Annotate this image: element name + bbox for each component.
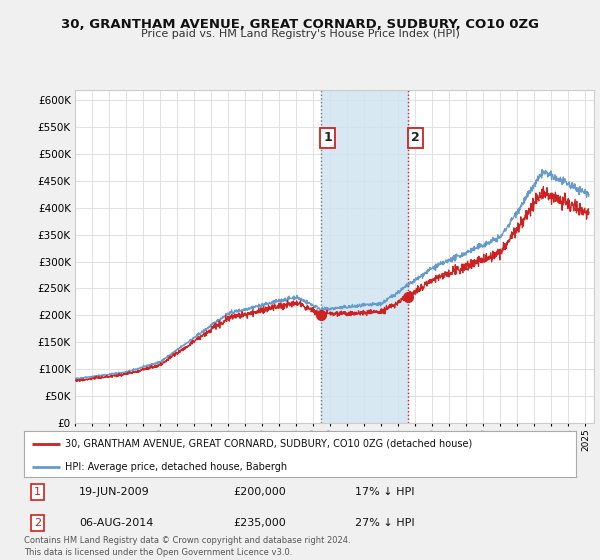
Text: 17% ↓ HPI: 17% ↓ HPI xyxy=(355,487,415,497)
Text: 2: 2 xyxy=(411,132,419,144)
Text: 2: 2 xyxy=(34,518,41,528)
Text: 27% ↓ HPI: 27% ↓ HPI xyxy=(355,518,415,528)
Text: 1: 1 xyxy=(323,132,332,144)
Text: £200,000: £200,000 xyxy=(234,487,287,497)
Text: Price paid vs. HM Land Registry's House Price Index (HPI): Price paid vs. HM Land Registry's House … xyxy=(140,29,460,39)
Text: Contains HM Land Registry data © Crown copyright and database right 2024.
This d: Contains HM Land Registry data © Crown c… xyxy=(24,536,350,557)
Bar xyxy=(321,90,409,423)
Text: 19-JUN-2009: 19-JUN-2009 xyxy=(79,487,150,497)
Text: 30, GRANTHAM AVENUE, GREAT CORNARD, SUDBURY, CO10 0ZG: 30, GRANTHAM AVENUE, GREAT CORNARD, SUDB… xyxy=(61,18,539,31)
Text: 1: 1 xyxy=(34,487,41,497)
Text: 06-AUG-2014: 06-AUG-2014 xyxy=(79,518,154,528)
Text: HPI: Average price, detached house, Babergh: HPI: Average price, detached house, Babe… xyxy=(65,461,287,472)
Text: 30, GRANTHAM AVENUE, GREAT CORNARD, SUDBURY, CO10 0ZG (detached house): 30, GRANTHAM AVENUE, GREAT CORNARD, SUDB… xyxy=(65,438,473,449)
Text: £235,000: £235,000 xyxy=(234,518,287,528)
